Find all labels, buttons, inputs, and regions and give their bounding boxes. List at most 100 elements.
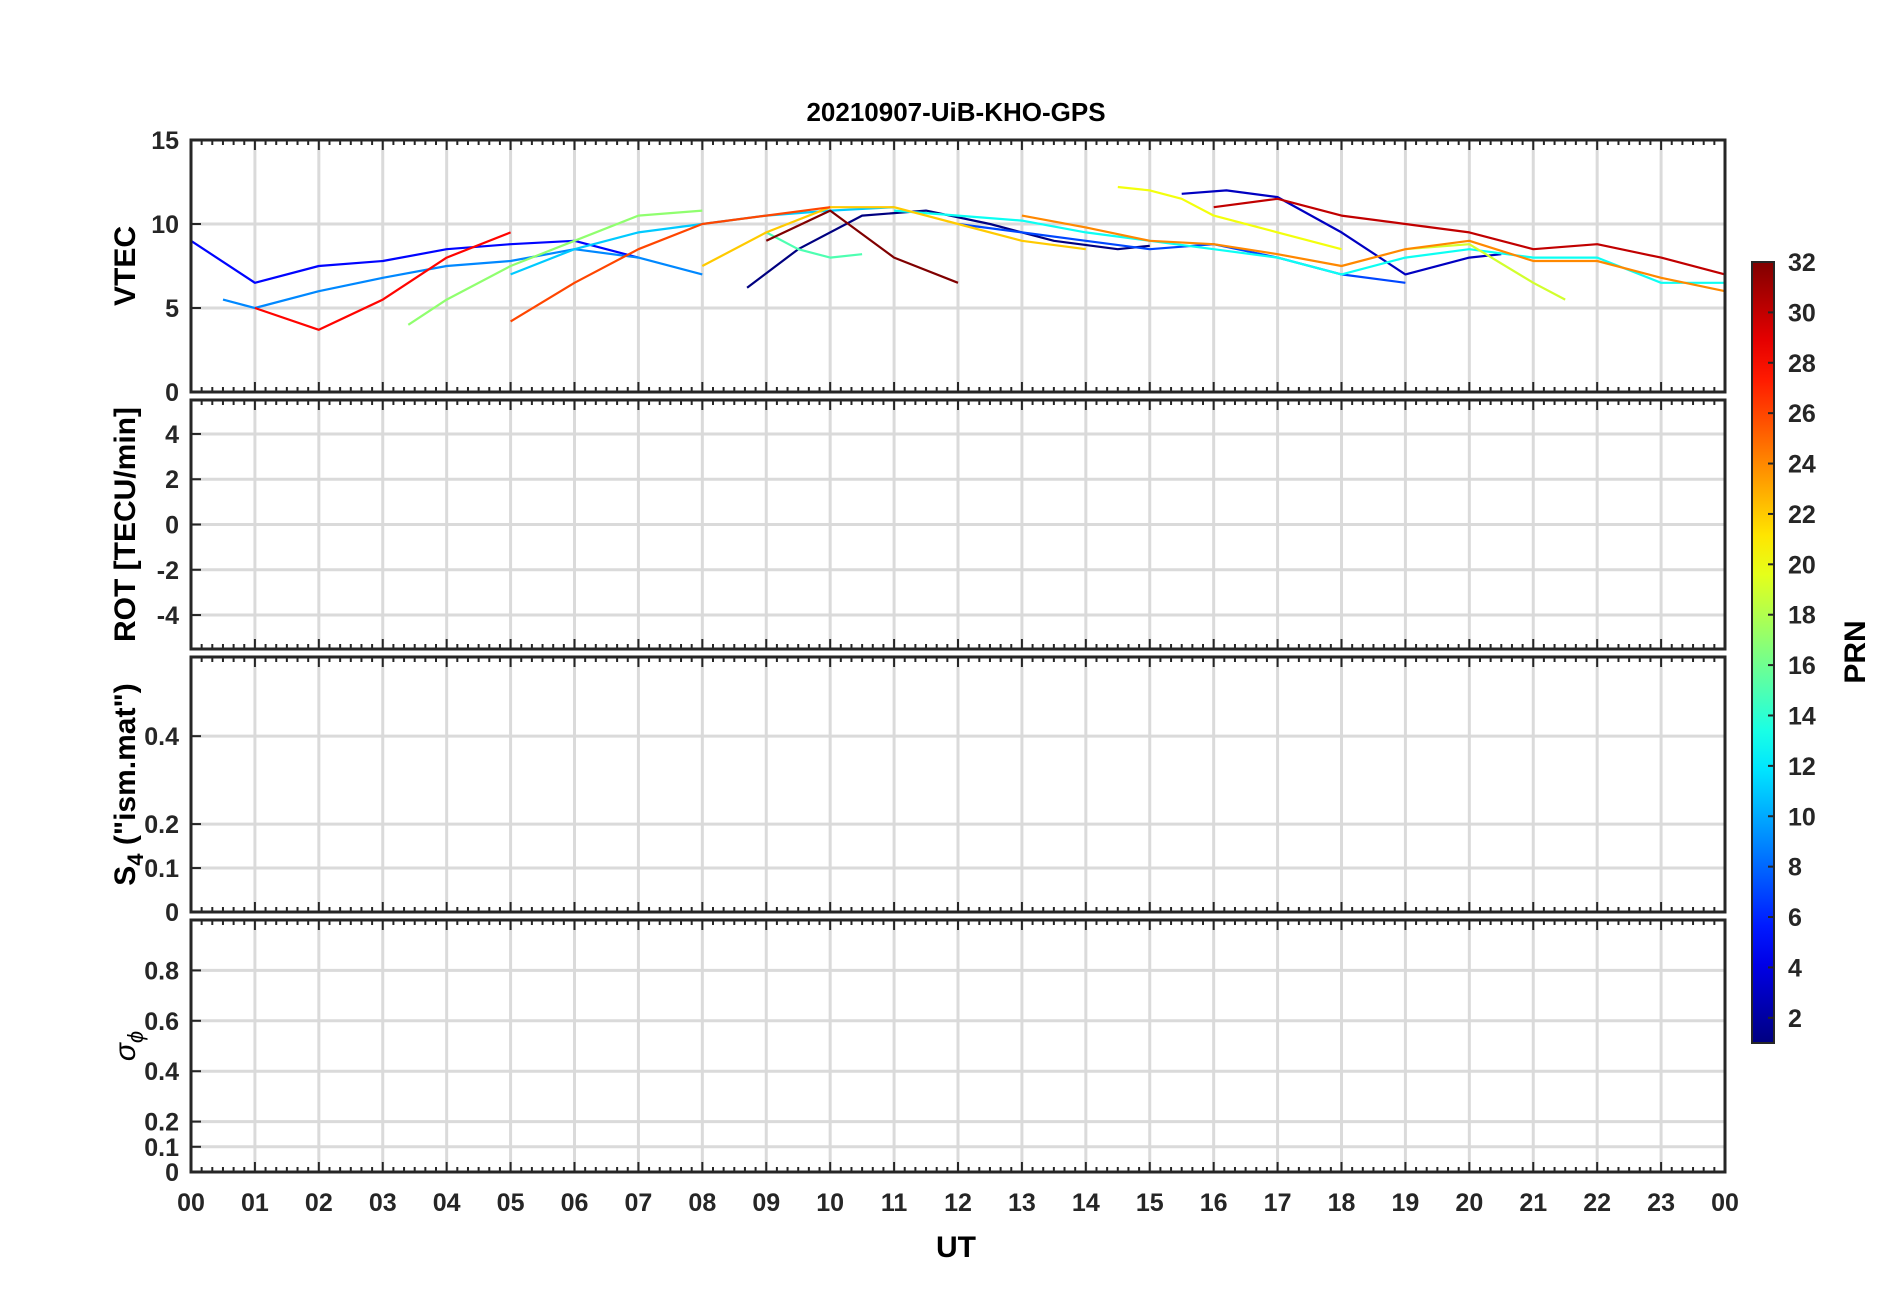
x-tick-label: 11 <box>881 1189 908 1217</box>
x-tick-label: 06 <box>561 1189 589 1217</box>
x-tick-label: 22 <box>1583 1189 1611 1217</box>
series-prn-20 <box>1117 185 1342 251</box>
y-tick-label: 0.2 <box>144 811 179 839</box>
colorbar-tick-label: 32 <box>1788 249 1816 277</box>
series-prn-19 <box>1405 243 1566 301</box>
y-tick-label: 4 <box>165 421 179 449</box>
axes-frame-rot <box>189 398 1727 651</box>
colorbar-tick-label: 20 <box>1788 551 1816 579</box>
y-tick-label: 15 <box>151 127 179 155</box>
x-tick-label: 03 <box>369 1189 397 1217</box>
y-tick-label: 0 <box>165 899 179 927</box>
series-prn-30 <box>1213 197 1726 276</box>
y-tick-label: 0.8 <box>144 957 179 985</box>
x-tick-label: 10 <box>816 1189 844 1217</box>
colorbar-gradient <box>1751 261 1775 1044</box>
x-tick-label: 18 <box>1328 1189 1356 1217</box>
series-prn-32 <box>765 209 959 284</box>
y-tick-label: 0.4 <box>144 723 179 751</box>
y-tick-label: 0.2 <box>144 1109 179 1137</box>
y-tick-label: 0.4 <box>144 1058 179 1086</box>
series-prn-9 <box>222 248 703 310</box>
x-tick-label: 16 <box>1200 1189 1228 1217</box>
x-tick-label: 08 <box>688 1189 716 1217</box>
x-tick-labels: 00 01 02 03 04 05 06 07 08 09 10 11 12 13 14 15 16 17 18 19… <box>177 1189 1739 1217</box>
y-tick-label: 0 <box>165 1159 179 1187</box>
series-prn-15 <box>765 231 863 259</box>
panel-vtec: 0 5 10 15 VTEC <box>109 127 1727 407</box>
y-axis-label-s4: S4 ("ism.mat") <box>109 683 148 885</box>
y-tick-label: 0.1 <box>144 1134 179 1162</box>
y-tick-label: -4 <box>157 602 179 630</box>
x-tick-label: 15 <box>1136 1189 1164 1217</box>
x-tick-label: 21 <box>1519 1189 1547 1217</box>
y-tick-label: 0.1 <box>144 855 179 883</box>
series-prn-26 <box>510 206 831 323</box>
x-tick-label: 00 <box>1711 1189 1739 1217</box>
y-tick-label: 5 <box>165 295 179 323</box>
x-tick-label: 00 <box>177 1189 205 1217</box>
y-label-sub: 4 <box>123 853 148 866</box>
colorbar-tick-label: 18 <box>1788 602 1816 630</box>
y-axis-label-sigma: σϕ <box>109 1031 148 1061</box>
chart-title: 20210907-UiB-KHO-GPS <box>806 97 1105 127</box>
x-tick-label: 09 <box>752 1189 780 1217</box>
series-prn-17 <box>407 209 703 326</box>
y-tick-label: 0 <box>165 512 179 540</box>
series-prn-1 <box>746 209 1150 289</box>
series-prn-28 <box>254 231 512 331</box>
colorbar-tick-label: 24 <box>1788 451 1816 479</box>
colorbar-tick-label: 4 <box>1788 954 1802 982</box>
series-prn-22 <box>701 206 1086 267</box>
colorbar-tick-label: 28 <box>1788 350 1816 378</box>
axes-frame-vtec <box>189 138 1727 394</box>
series-prn-13 <box>894 209 1725 284</box>
panel-sigma: 00.10.2 0.4 0.6 0.8 σϕ <box>109 918 1727 1187</box>
x-tick-label: 17 <box>1264 1189 1292 1217</box>
colorbar-tick-label: 2 <box>1788 1005 1802 1033</box>
panel-s4: 00.10.20.4S4 ("ism.mat") <box>109 655 1727 927</box>
x-tick-label: 13 <box>1008 1189 1036 1217</box>
series-prn-3 <box>1181 189 1502 276</box>
y-axis-label-rot: ROT [TECU/min] <box>109 407 142 642</box>
x-tick-label: 01 <box>241 1189 269 1217</box>
colorbar-tick-label: 16 <box>1788 652 1816 680</box>
series-prn-24 <box>1021 214 1726 293</box>
colorbar-tick-label: 14 <box>1788 702 1816 730</box>
y-label-sub: ϕ <box>123 1031 148 1043</box>
x-tick-label: 20 <box>1455 1189 1483 1217</box>
x-tick-label: 04 <box>433 1189 461 1217</box>
x-tick-label: 02 <box>305 1189 333 1217</box>
colorbar-tick-label: 30 <box>1788 299 1816 327</box>
colorbar-tick-label: 6 <box>1788 904 1802 932</box>
x-axis-label: UT <box>936 1231 976 1264</box>
x-tick-label: 05 <box>497 1189 525 1217</box>
y-tick-label: 0.6 <box>144 1008 179 1036</box>
y-tick-label: 0 <box>165 379 179 407</box>
axes-frame-sigma <box>189 918 1727 1174</box>
x-tick-label: 12 <box>944 1189 972 1217</box>
y-tick-label: 10 <box>151 211 179 239</box>
colorbar-tick-label: 12 <box>1788 753 1816 781</box>
x-tick-label: 14 <box>1072 1189 1100 1217</box>
colorbar-tick-label: 8 <box>1788 854 1802 882</box>
x-tick-label: 07 <box>625 1189 653 1217</box>
colorbar-label: PRN <box>1839 620 1872 683</box>
colorbar-tick-label: 10 <box>1788 803 1816 831</box>
x-tick-label: 19 <box>1392 1189 1420 1217</box>
y-label-main: S <box>109 866 142 886</box>
panel-rot: -4 -2 0 2 4 ROT [TECU/min] <box>109 398 1727 651</box>
y-label-rest: ("ism.mat") <box>109 683 142 853</box>
axes-frame-s4 <box>189 655 1727 914</box>
series-prn-5 <box>190 239 639 284</box>
y-tick-label: 2 <box>165 466 179 494</box>
colorbar-tick-label: 26 <box>1788 400 1816 428</box>
x-tick-label: 23 <box>1647 1189 1675 1217</box>
y-axis-label-vtec: VTEC <box>109 226 142 306</box>
colorbar-tick-label: 22 <box>1788 501 1816 529</box>
y-tick-label: -2 <box>157 557 179 585</box>
y-label-main: σ <box>109 1041 142 1061</box>
